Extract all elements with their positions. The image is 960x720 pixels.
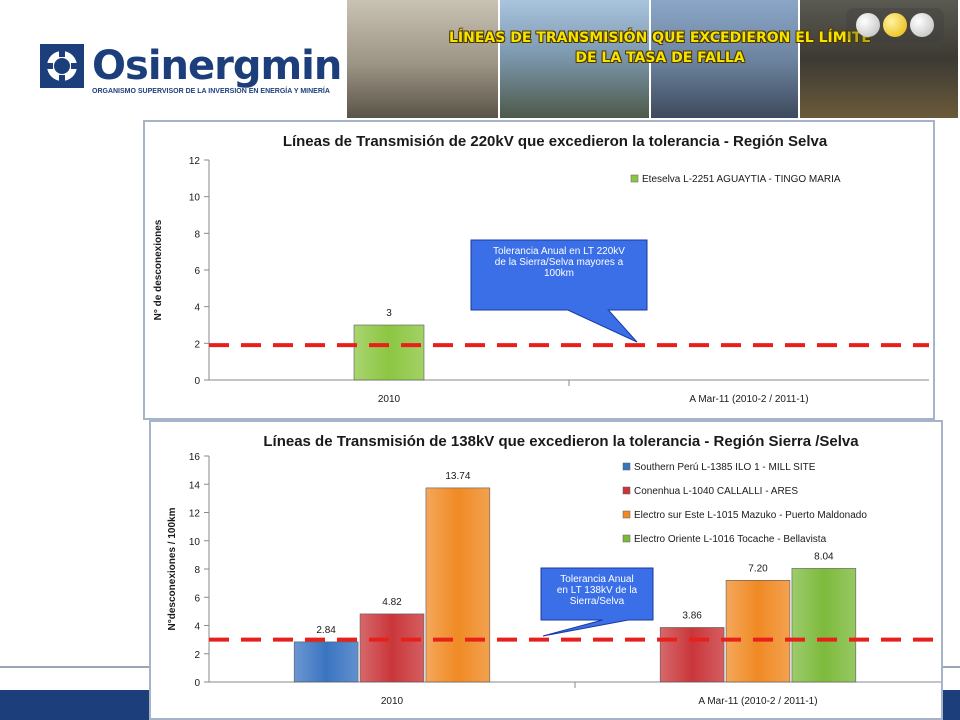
bar: [359, 613, 425, 683]
y-tick-label: 12: [189, 156, 201, 167]
bar: [293, 641, 359, 683]
tolerance-callout-text: Tolerancia Anual en LT 220kV de la Sierra…: [493, 246, 625, 279]
y-axis-label: N°desconexiones / 100km: [167, 507, 178, 630]
tolerance-callout: [540, 567, 654, 637]
bar-value-label: 13.74: [445, 471, 470, 482]
photo-transmission-towers: [347, 0, 498, 118]
bar: [791, 568, 857, 683]
legend-entry: Electro sur Este L-1015 Mazuko - Puerto …: [634, 510, 867, 521]
bar-value-label: 7.20: [748, 563, 768, 574]
header-photo-strip: [347, 0, 960, 118]
bar-value-label: 8.04: [814, 551, 834, 562]
x-tick-label: 2010: [381, 696, 404, 707]
grey-dot-icon: [910, 13, 934, 37]
slide-title: LÍNEAS DE TRANSMISIÓN QUE EXCEDIERON EL …: [350, 28, 960, 68]
chart-220kv: Líneas de Transmisión de 220kV que exced…: [153, 133, 929, 405]
yellow-dot-icon: [883, 13, 907, 37]
legend-entry: Southern Perú L-1385 ILO 1 - MILL SITE: [634, 462, 816, 473]
x-tick-label: A Mar-11 (2010-2 / 2011-1): [689, 394, 808, 405]
y-tick-label: 10: [189, 537, 201, 548]
bar-value-label: 3.86: [682, 610, 702, 621]
bar: [353, 324, 425, 381]
y-tick-label: 4: [194, 622, 200, 633]
bar-value-label: 4.82: [382, 597, 402, 608]
logo-mark-icon: [40, 44, 84, 88]
legend-entry: Electro Oriente L-1016 Tocache - Bellavi…: [634, 534, 827, 545]
legend-swatch: [622, 510, 631, 519]
logo-wordmark: Osinergmin: [92, 43, 342, 89]
y-tick-label: 6: [194, 266, 200, 277]
x-tick-label: 2010: [378, 394, 401, 405]
y-tick-label: 2: [194, 339, 200, 350]
tolerance-callout: [470, 239, 648, 343]
photo-workers: [651, 0, 799, 118]
chart-title: Líneas de Transmisión de 220kV que exced…: [283, 133, 828, 150]
legend-swatch: [622, 534, 631, 543]
y-tick-label: 8: [194, 565, 200, 576]
legend-swatch: [622, 462, 631, 471]
header: Osinergmin ORGANISMO SUPERVISOR DE LA IN…: [0, 0, 960, 120]
y-tick-label: 12: [189, 509, 201, 520]
slide-title-line-2: DE LA TASA DE FALLA: [575, 50, 745, 66]
slide-title-line-1: LÍNEAS DE TRANSMISIÓN QUE EXCEDIERON EL …: [449, 30, 871, 46]
bar: [725, 580, 791, 683]
y-tick-label: 14: [189, 480, 201, 491]
legend-swatch: [630, 174, 639, 183]
chart-138kv-panel: Líneas de Transmisión de 138kV que exced…: [149, 420, 943, 720]
legend-entry: Eteselva L-2251 AGUAYTIA - TINGO MARIA: [642, 174, 841, 185]
bar-value-label: 3: [386, 308, 392, 319]
decorative-dots: [846, 8, 944, 42]
osinergmin-logo: Osinergmin ORGANISMO SUPERVISOR DE LA IN…: [38, 42, 342, 102]
logo-subtitle: ORGANISMO SUPERVISOR DE LA INVERSIÓN EN …: [92, 88, 330, 95]
chart-title: Líneas de Transmisión de 138kV que exced…: [263, 433, 859, 450]
legend-entry: Conenhua L-1040 CALLALLI - ARES: [634, 486, 798, 497]
y-tick-label: 2: [194, 650, 200, 661]
tolerance-callout-text: Tolerancia Anual en LT 138kV de la Sierra/…: [557, 574, 638, 607]
y-tick-label: 6: [194, 593, 200, 604]
chart-138kv: Líneas de Transmisión de 138kV que exced…: [167, 433, 941, 707]
bar: [425, 487, 491, 683]
bar-value-label: 2.84: [316, 625, 336, 636]
chart-220kv-panel: Líneas de Transmisión de 220kV que exced…: [143, 120, 935, 420]
y-axis-label: N° de desconexiones: [153, 219, 164, 320]
photo-oil-rig: [500, 0, 650, 118]
bar: [659, 627, 725, 683]
x-tick-label: A Mar-11 (2010-2 / 2011-1): [698, 696, 817, 707]
y-tick-label: 10: [189, 193, 201, 204]
y-tick-label: 0: [194, 376, 200, 387]
y-tick-label: 8: [194, 229, 200, 240]
y-tick-label: 0: [194, 678, 200, 689]
legend-swatch: [622, 486, 631, 495]
y-tick-label: 4: [194, 303, 200, 314]
y-tick-label: 16: [189, 452, 201, 463]
grey-dot-icon: [856, 13, 880, 37]
